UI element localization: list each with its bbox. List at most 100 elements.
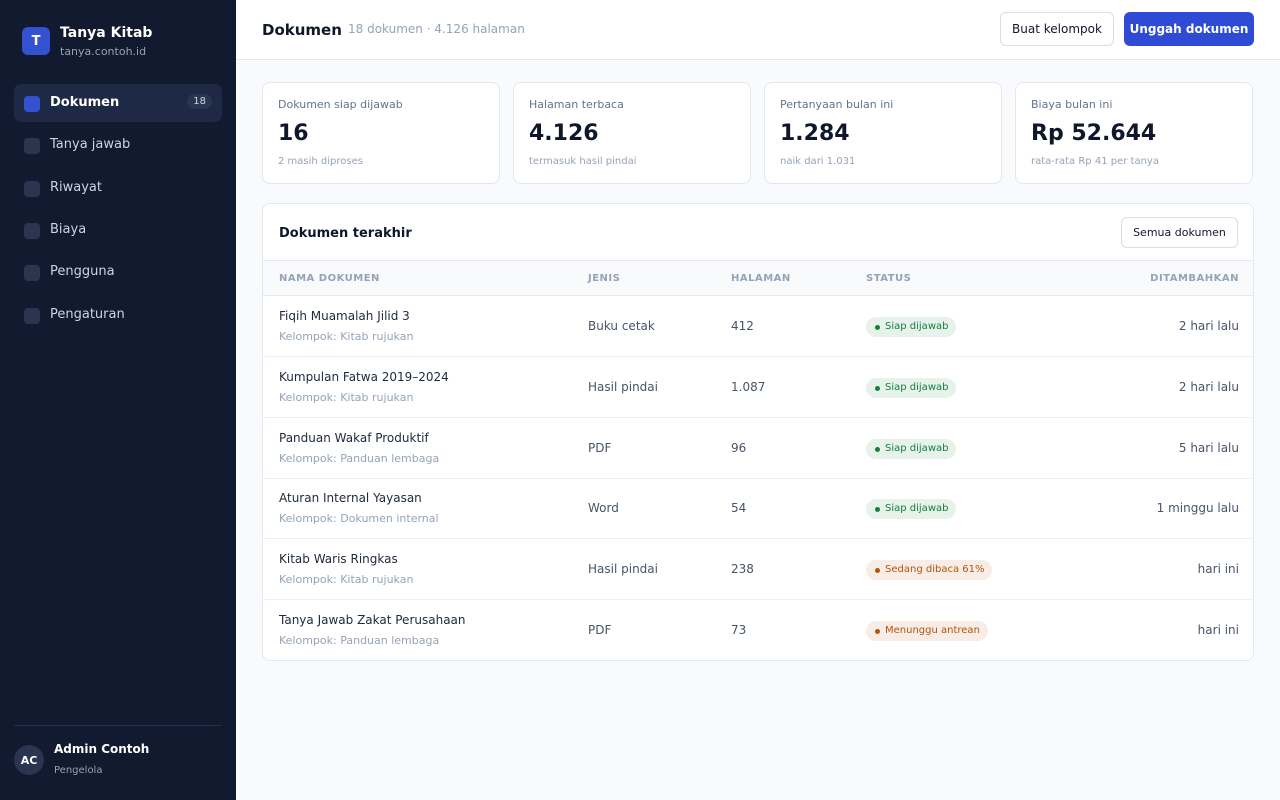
document-added: 1 minggu lalu (1156, 501, 1239, 516)
stat-value: Rp 52.644 (1031, 121, 1157, 146)
stat-card: Halaman terbaca 4.126 termasuk hasil pinda… (513, 82, 751, 184)
documents-table: Dokumen terakhir Semua dokumen NAMA DOKU… (262, 203, 1254, 661)
table-title: Dokumen terakhir (279, 226, 412, 241)
all-documents-button[interactable]: Semua dokumen (1121, 217, 1238, 248)
document-pages: 412 (731, 319, 754, 333)
logo: T (22, 27, 50, 55)
document-added: hari ini (1197, 562, 1239, 577)
stat-value: 4.126 (529, 121, 599, 146)
document-pages: 54 (731, 501, 747, 516)
nav-icon (24, 307, 40, 324)
stat-note: termasuk hasil pindai (529, 156, 637, 167)
document-pages: 96 (731, 440, 747, 455)
stat-card: Pertanyaan bulan ini 1.284 naik dari 1.031 (764, 82, 1002, 184)
table-row[interactable]: Aturan Internal Yayasan Kelompok: Dokumen… (263, 478, 1253, 540)
document-pages: 73 (731, 623, 747, 637)
column-title: DITAMBAHKAN (1150, 273, 1239, 284)
stat-value: 1.284 (780, 121, 850, 146)
user-name: Admin Contoh (54, 742, 150, 756)
document-name: Aturan Internal Yayasan (279, 491, 422, 506)
document-name: Kitab Waris Ringkas (279, 552, 398, 567)
page-meta: 18 dokumen · 4.126 halaman (348, 22, 525, 36)
page-title: Dokumen (262, 21, 342, 39)
nav-item[interactable]: Pengguna (14, 253, 222, 291)
document-name: Kumpulan Fatwa 2019–2024 (279, 369, 449, 384)
brand-name: Tanya Kitab (60, 25, 153, 41)
stat-label: Dokumen siap dijawab (278, 98, 403, 111)
nav-item[interactable]: Pengaturan (14, 296, 222, 334)
nav-label: Riwayat (50, 179, 102, 195)
header: Dokumen 18 dokumen · 4.126 halaman Buat … (236, 0, 1280, 60)
stat-label: Halaman terbaca (529, 98, 624, 111)
create-group-button[interactable]: Buat kelompok (1000, 12, 1114, 46)
table-row[interactable]: Kitab Waris Ringkas Kelompok: Kitab rujuk… (263, 539, 1253, 601)
status-badge: Siap dijawab (866, 377, 957, 398)
document-added: 2 hari lalu (1178, 379, 1239, 394)
document-type: PDF (588, 440, 612, 455)
document-group: Kelompok: Kitab rujukan (279, 390, 414, 404)
divider (14, 725, 222, 726)
stat-note: naik dari 1.031 (780, 156, 856, 167)
nav-item[interactable]: Biaya (14, 211, 222, 249)
status-badge: Siap dijawab (866, 317, 957, 337)
stat-note: rata-rata Rp 41 per tanya (1031, 156, 1159, 167)
document-group: Kelompok: Kitab rujukan (279, 330, 414, 343)
document-group: Kelompok: Panduan lembaga (279, 634, 440, 647)
nav-label: Biaya (50, 221, 87, 237)
document-name: Fiqih Muamalah Jilid 3 (279, 309, 410, 323)
document-group: Kelompok: Panduan lembaga (279, 451, 440, 465)
document-type: PDF (588, 623, 612, 637)
document-group: Kelompok: Kitab rujukan (279, 573, 414, 587)
nav-label: Pengguna (50, 264, 115, 280)
document-pages: 1.087 (731, 379, 766, 394)
nav-icon (24, 222, 40, 239)
document-group: Kelompok: Dokumen internal (279, 512, 439, 526)
table-row[interactable]: Kumpulan Fatwa 2019–2024 Kelompok: Kitab … (263, 357, 1253, 418)
document-type: Buku cetak (588, 319, 655, 333)
status-badge: Sedang dibaca 61% (866, 560, 993, 581)
column-title: STATUS (866, 273, 912, 284)
stat-card: Biaya bulan ini Rp 52.644 rata-rata Rp 41 … (1015, 82, 1253, 184)
stat-card: Dokumen siap dijawab 16 2 masih diproses (262, 82, 500, 184)
nav-item[interactable]: Riwayat (14, 169, 222, 207)
document-pages: 238 (731, 562, 754, 577)
column-header: NAMA DOKUMEN JENIS HALAMAN STATUS DITAMBAHKA… (263, 260, 1253, 296)
nav-icon (24, 96, 40, 112)
stat-label: Pertanyaan bulan ini (780, 98, 894, 111)
document-added: hari ini (1197, 623, 1239, 637)
user-role: Pengelola (54, 765, 103, 776)
column-title: NAMA DOKUMEN (279, 273, 380, 284)
nav-item[interactable]: Tanya jawab (14, 126, 222, 164)
column-title: HALAMAN (731, 273, 791, 284)
document-type: Word (588, 501, 619, 516)
sidebar: T Tanya Kitab tanya.contoh.id AC Admin C… (0, 0, 236, 800)
document-name: Tanya Jawab Zakat Perusahaan (279, 613, 466, 627)
table-row[interactable]: Fiqih Muamalah Jilid 3 Kelompok: Kitab ru… (263, 296, 1253, 357)
nav-badge: 18 (187, 94, 212, 109)
stat-value: 16 (278, 121, 309, 146)
document-name: Panduan Wakaf Produktif (279, 430, 429, 445)
document-added: 5 hari lalu (1178, 440, 1239, 455)
document-added: 2 hari lalu (1178, 319, 1239, 333)
document-type: Hasil pindai (588, 379, 658, 394)
status-badge: Siap dijawab (866, 438, 957, 459)
document-type: Hasil pindai (588, 562, 658, 577)
table-row[interactable]: Tanya Jawab Zakat Perusahaan Kelompok: Pa… (263, 600, 1253, 660)
column-title: JENIS (588, 273, 621, 284)
stat-note: 2 masih diproses (278, 156, 363, 167)
nav-icon (24, 180, 40, 197)
upload-button[interactable]: Unggah dokumen (1124, 12, 1254, 46)
status-badge: Siap dijawab (866, 499, 957, 520)
nav-icon (24, 265, 40, 282)
nav-label: Pengaturan (50, 306, 125, 322)
brand-domain: tanya.contoh.id (60, 45, 147, 58)
nav-label: Tanya jawab (50, 137, 131, 153)
nav-label: Dokumen (50, 95, 120, 110)
status-badge: Menunggu antrean (866, 621, 988, 641)
avatar: AC (14, 745, 44, 775)
table-row[interactable]: Panduan Wakaf Produktif Kelompok: Panduan… (263, 418, 1253, 479)
stat-label: Biaya bulan ini (1031, 98, 1113, 111)
nav-item[interactable]: Dokumen 18 (14, 84, 222, 122)
nav-icon (24, 138, 40, 155)
